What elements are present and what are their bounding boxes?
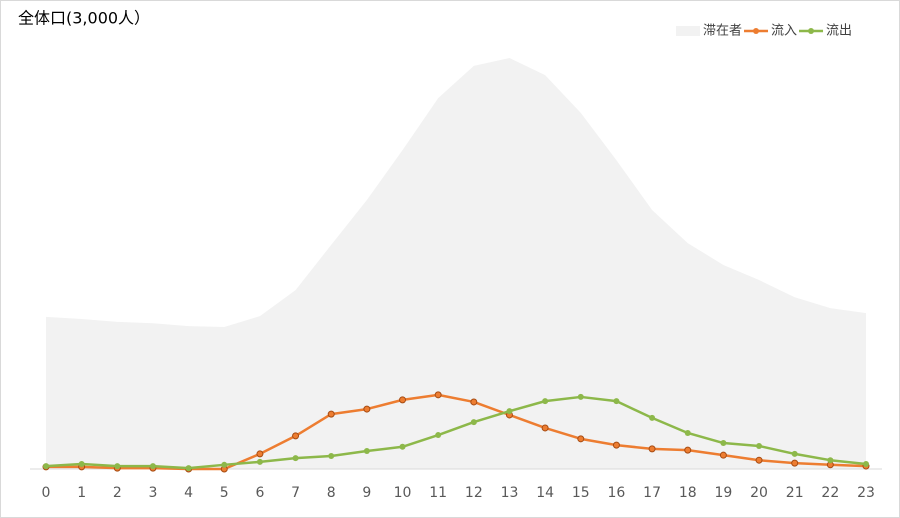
x-tick-label: 10 bbox=[394, 485, 412, 501]
marker bbox=[363, 405, 371, 413]
x-tick-label: 19 bbox=[714, 485, 732, 501]
marker bbox=[399, 396, 407, 404]
marker bbox=[256, 450, 264, 458]
x-tick-label: 4 bbox=[184, 485, 193, 501]
x-tick-label: 2 bbox=[113, 485, 122, 501]
marker bbox=[577, 435, 585, 443]
marker bbox=[756, 442, 763, 449]
x-tick-label: 18 bbox=[679, 485, 697, 501]
x-tick-label: 7 bbox=[291, 485, 300, 501]
x-tick-label: 11 bbox=[429, 485, 447, 501]
x-tick-label: 1 bbox=[77, 485, 86, 501]
legend-marker bbox=[808, 28, 815, 34]
marker bbox=[328, 453, 335, 460]
x-tick-label: 17 bbox=[643, 485, 661, 501]
marker bbox=[149, 463, 156, 470]
marker bbox=[327, 410, 335, 418]
marker bbox=[470, 419, 477, 426]
marker bbox=[684, 429, 691, 436]
marker bbox=[648, 445, 656, 453]
marker bbox=[78, 460, 85, 467]
marker bbox=[827, 457, 834, 464]
legend-label: 滞在者 bbox=[703, 24, 742, 39]
marker bbox=[399, 443, 406, 450]
marker bbox=[791, 459, 799, 467]
marker bbox=[649, 414, 656, 421]
marker bbox=[719, 451, 727, 459]
legend-label: 流入 bbox=[771, 24, 797, 39]
marker bbox=[435, 432, 442, 439]
marker bbox=[720, 440, 727, 447]
x-tick-label: 23 bbox=[857, 485, 875, 501]
chart-title: 全体口(3,000人） bbox=[18, 9, 150, 28]
legend-swatch bbox=[676, 26, 700, 36]
marker bbox=[185, 465, 192, 472]
x-tick-label: 0 bbox=[42, 485, 51, 501]
marker bbox=[755, 456, 763, 464]
x-tick-label: 14 bbox=[536, 485, 554, 501]
line bbox=[45, 395, 867, 470]
marker bbox=[506, 408, 513, 415]
x-tick-label: 8 bbox=[327, 485, 336, 501]
x-tick-label: 21 bbox=[786, 485, 804, 501]
marker bbox=[292, 455, 299, 462]
marker bbox=[292, 432, 300, 440]
marker bbox=[470, 398, 478, 406]
x-tick-label: 9 bbox=[362, 485, 371, 501]
marker bbox=[434, 391, 442, 399]
marker bbox=[863, 460, 869, 467]
marker bbox=[363, 447, 370, 454]
x-tick-label: 20 bbox=[750, 485, 768, 501]
marker bbox=[542, 398, 549, 405]
marker bbox=[684, 446, 692, 454]
marker bbox=[114, 463, 121, 470]
x-tick-label: 6 bbox=[255, 485, 264, 501]
x-tick-label: 22 bbox=[821, 485, 839, 501]
marker bbox=[256, 458, 263, 465]
x-tick-label: 13 bbox=[501, 485, 519, 501]
area bbox=[46, 57, 866, 469]
marker bbox=[613, 398, 620, 405]
x-tick-label: 5 bbox=[220, 485, 229, 501]
marker bbox=[43, 463, 49, 470]
x-tick-label: 16 bbox=[608, 485, 626, 501]
x-tick-label: 12 bbox=[465, 485, 483, 501]
marker bbox=[612, 441, 620, 449]
x-tick-label: 3 bbox=[148, 485, 157, 501]
marker bbox=[577, 393, 584, 400]
legend-label: 流出 bbox=[826, 24, 852, 39]
marker bbox=[541, 424, 549, 432]
marker bbox=[221, 461, 228, 468]
marker bbox=[791, 450, 798, 457]
legend-marker bbox=[753, 28, 760, 34]
x-tick-label: 15 bbox=[572, 485, 590, 501]
